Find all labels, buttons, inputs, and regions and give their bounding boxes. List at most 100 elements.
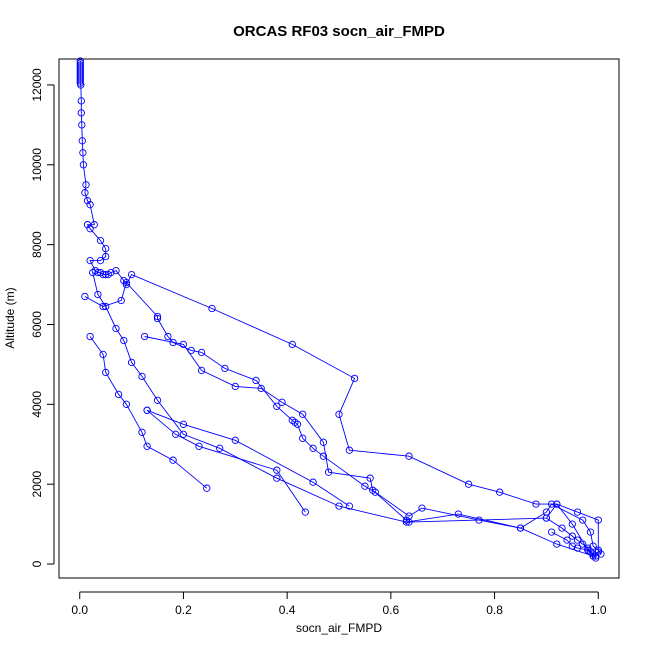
data-point bbox=[122, 278, 131, 287]
x-tick-label: 0.6 bbox=[383, 603, 400, 617]
data-point bbox=[117, 296, 125, 305]
data-point bbox=[345, 446, 354, 454]
data-point bbox=[573, 508, 582, 516]
data-point bbox=[558, 524, 566, 532]
x-tick-label: 0.4 bbox=[279, 603, 296, 617]
data-point bbox=[319, 452, 328, 460]
series-line bbox=[89, 336, 208, 489]
data-point bbox=[107, 268, 115, 277]
data-point bbox=[102, 252, 110, 261]
data-point bbox=[94, 290, 102, 299]
data-point bbox=[464, 480, 473, 488]
data-point bbox=[516, 524, 525, 532]
data-point bbox=[547, 528, 556, 536]
data-point bbox=[81, 292, 89, 301]
data-point bbox=[542, 514, 551, 522]
data-point bbox=[122, 280, 131, 289]
data-point bbox=[197, 366, 206, 375]
data-point bbox=[278, 398, 286, 406]
data-point bbox=[143, 406, 151, 414]
data-point bbox=[568, 542, 576, 550]
y-tick-label: 12000 bbox=[30, 68, 44, 102]
data-point bbox=[592, 552, 600, 560]
x-tick-label: 1.0 bbox=[590, 603, 607, 617]
data-point bbox=[172, 430, 180, 438]
data-point bbox=[293, 420, 302, 428]
data-point bbox=[208, 304, 216, 313]
data-point bbox=[79, 149, 87, 157]
y-tick-label: 4000 bbox=[30, 391, 44, 418]
data-point bbox=[532, 500, 540, 508]
data-point bbox=[335, 410, 343, 418]
y-axis-label: Altitude (m) bbox=[3, 287, 17, 348]
data-point bbox=[573, 536, 582, 544]
data-point bbox=[231, 382, 239, 391]
data-point bbox=[195, 442, 203, 450]
data-point bbox=[584, 546, 592, 554]
data-point bbox=[553, 500, 561, 508]
data-point bbox=[335, 502, 343, 510]
x-tick-label: 0.2 bbox=[175, 603, 192, 617]
data-point bbox=[594, 546, 602, 554]
data-point bbox=[77, 81, 85, 89]
data-point bbox=[350, 374, 359, 383]
data-point bbox=[76, 77, 84, 85]
data-point bbox=[579, 516, 587, 524]
data-point bbox=[309, 478, 317, 486]
series-1 bbox=[76, 57, 602, 560]
data-point bbox=[496, 488, 504, 496]
data-point bbox=[252, 376, 260, 385]
data-point bbox=[597, 550, 605, 558]
data-point bbox=[405, 518, 413, 526]
data-point bbox=[231, 436, 239, 444]
data-point bbox=[86, 201, 94, 209]
series-5 bbox=[143, 406, 309, 516]
data-point bbox=[164, 332, 172, 341]
series-6 bbox=[143, 406, 354, 510]
data-point bbox=[82, 181, 90, 189]
data-point bbox=[568, 532, 576, 540]
y-tick-label: 10000 bbox=[30, 148, 44, 182]
data-point bbox=[273, 466, 281, 474]
data-point bbox=[203, 484, 211, 492]
y-tick-label: 0 bbox=[30, 560, 44, 567]
data-point bbox=[120, 336, 128, 345]
chart-title: ORCAS RF03 socn_air_FMPD bbox=[233, 23, 445, 40]
data-point bbox=[301, 508, 309, 516]
data-point bbox=[309, 444, 317, 452]
series-line bbox=[146, 409, 306, 513]
series-line bbox=[144, 336, 597, 559]
data-point bbox=[102, 368, 110, 377]
data-point bbox=[288, 340, 296, 349]
series-layer bbox=[76, 57, 605, 562]
series-line bbox=[84, 281, 602, 555]
data-point bbox=[345, 502, 354, 510]
data-point bbox=[99, 270, 107, 279]
data-point bbox=[86, 225, 94, 233]
data-point bbox=[153, 314, 162, 323]
data-point bbox=[573, 544, 582, 552]
data-point bbox=[86, 332, 94, 341]
data-point bbox=[122, 400, 131, 408]
data-point bbox=[86, 256, 94, 265]
data-point bbox=[579, 540, 587, 548]
data-point bbox=[127, 270, 136, 279]
data-point bbox=[102, 244, 110, 253]
data-point bbox=[221, 364, 229, 373]
data-point bbox=[594, 516, 602, 524]
data-point bbox=[257, 384, 265, 393]
data-point bbox=[179, 420, 188, 428]
data-point bbox=[418, 504, 426, 512]
series-2 bbox=[86, 332, 211, 492]
data-point bbox=[83, 221, 92, 229]
data-point bbox=[584, 544, 592, 552]
data-point bbox=[324, 468, 333, 476]
data-point bbox=[369, 486, 377, 494]
data-point bbox=[568, 520, 576, 528]
data-point bbox=[89, 268, 97, 277]
data-point bbox=[102, 270, 110, 279]
data-point bbox=[179, 340, 188, 349]
data-point bbox=[138, 372, 146, 381]
data-point bbox=[216, 444, 224, 452]
